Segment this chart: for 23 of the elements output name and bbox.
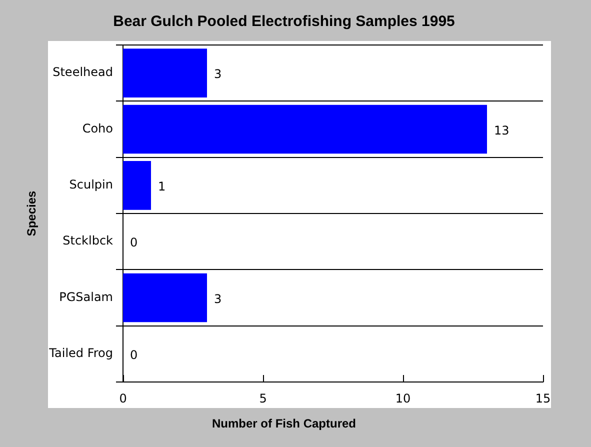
data-label: 1 [158, 180, 166, 194]
y-tick-label: Tailed Frog [48, 346, 113, 360]
bar [123, 104, 487, 154]
y-tick-label: PGSalam [59, 290, 113, 304]
data-label: 13 [494, 123, 510, 138]
x-tick-label: 0 [119, 391, 127, 406]
y-tick-label: Sculpin [69, 178, 113, 192]
x-tick-label: 10 [395, 391, 411, 406]
x-tick-label: 15 [535, 391, 551, 406]
y-tick-label: Steelhead [52, 65, 113, 80]
y-axis-title: Species [24, 190, 39, 236]
bar [123, 48, 207, 98]
y-tick-label: Stcklbck [62, 234, 114, 248]
bar [123, 273, 207, 322]
data-label: 0 [130, 348, 138, 362]
x-axis-title: Number of Fish Captured [212, 416, 356, 430]
bar [123, 160, 151, 210]
y-tick-label: Coho [82, 121, 113, 136]
data-label: 3 [214, 292, 222, 306]
data-label: 3 [214, 67, 222, 82]
x-tick-label: 5 [259, 391, 267, 406]
chart-title: Bear Gulch Pooled Electrofishing Samples 1995 [113, 13, 455, 30]
data-label: 0 [130, 236, 138, 250]
